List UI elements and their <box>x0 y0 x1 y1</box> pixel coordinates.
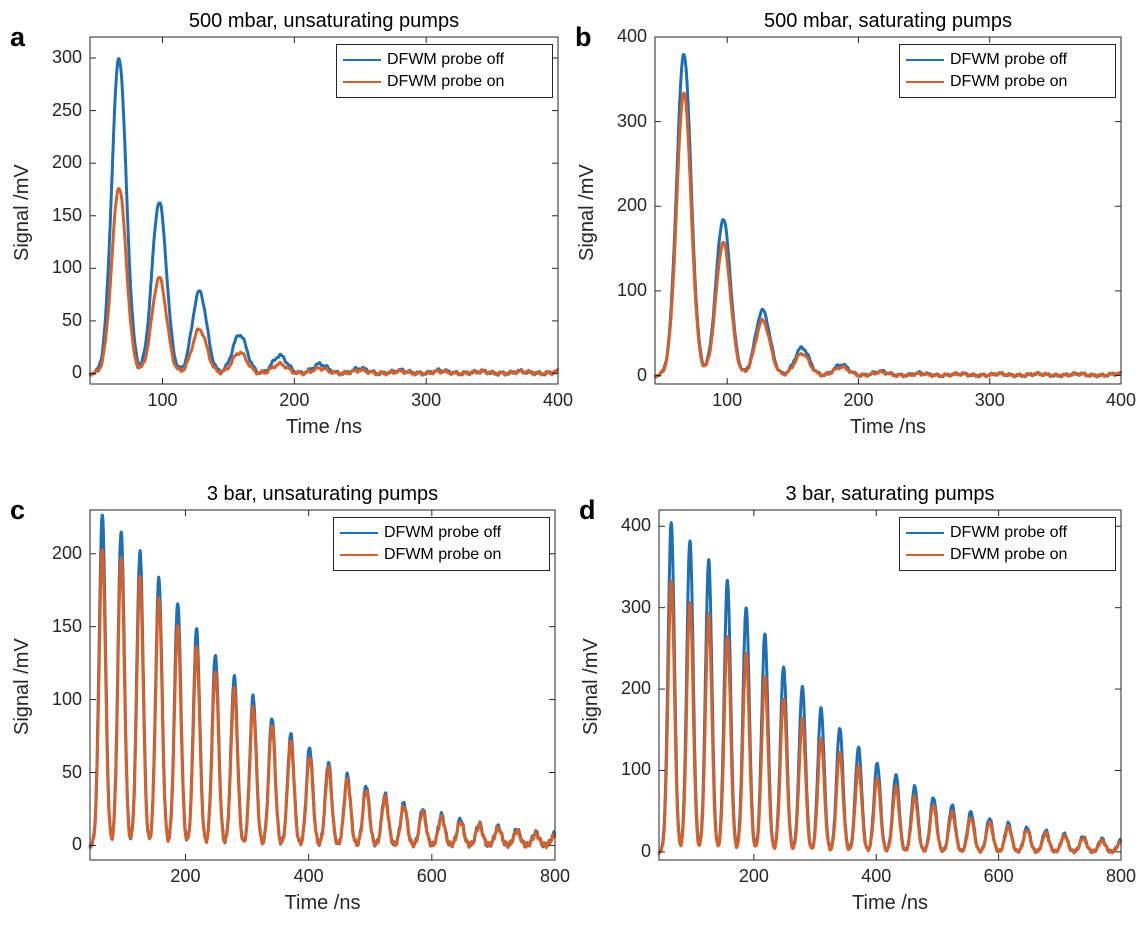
x-tick-label: 600 <box>983 866 1014 886</box>
panel-letter: b <box>575 22 592 52</box>
y-tick-label: 50 <box>61 761 82 782</box>
x-tick-label: 400 <box>861 866 892 886</box>
y-tick-label: 200 <box>51 152 82 173</box>
legend-swatch <box>906 532 944 534</box>
panel-letter: d <box>579 495 596 525</box>
legend-entry: DFWM probe on <box>906 544 1107 566</box>
y-tick-label: 300 <box>616 110 647 131</box>
y-tick-label: 50 <box>61 309 82 330</box>
y-tick-label: 200 <box>616 195 647 216</box>
series-line-probe-on <box>88 187 560 377</box>
x-tick-label: 100 <box>147 390 178 410</box>
y-tick-label: 400 <box>620 515 651 536</box>
legend: DFWM probe off DFWM probe on <box>336 44 553 98</box>
legend: DFWM probe off DFWM probe on <box>333 517 550 571</box>
x-tick-label: 800 <box>539 866 571 886</box>
y-tick-label: 150 <box>51 204 82 225</box>
y-tick-label: 200 <box>51 542 82 563</box>
series-line-probe-on <box>653 91 1123 379</box>
legend: DFWM probe off DFWM probe on <box>899 517 1116 571</box>
legend-label: DFWM probe on <box>387 73 505 90</box>
x-tick-label: 400 <box>542 390 574 410</box>
legend-swatch <box>340 532 378 534</box>
x-tick-label: 200 <box>170 866 201 886</box>
legend-label: DFWM probe on <box>950 546 1068 563</box>
y-tick-label: 0 <box>636 364 647 385</box>
legend-label: DFWM probe off <box>387 51 505 68</box>
x-tick-label: 400 <box>293 866 324 886</box>
legend-swatch <box>340 554 378 556</box>
chart-title: 500 mbar, unsaturating pumps <box>188 10 460 32</box>
legend-swatch <box>343 59 381 61</box>
legend: DFWM probe off DFWM probe on <box>899 44 1116 98</box>
legend-entry: DFWM probe on <box>340 544 541 566</box>
y-tick-label: 300 <box>620 596 651 617</box>
x-tick-label: 300 <box>974 390 1005 410</box>
chart-title: 3 bar, saturating pumps <box>785 483 995 505</box>
y-tick-label: 0 <box>71 834 82 855</box>
legend-swatch <box>906 81 944 83</box>
panel-letter: a <box>10 22 26 52</box>
axes-box <box>654 36 1122 385</box>
y-tick-label: 100 <box>51 688 82 709</box>
x-tick-label: 600 <box>416 866 447 886</box>
y-tick-label: 100 <box>620 759 651 780</box>
y-tick-label: 200 <box>620 678 651 699</box>
legend-entry: DFWM probe on <box>906 71 1107 93</box>
x-tick-label: 200 <box>279 390 310 410</box>
x-axis-label: Time /ns <box>850 416 926 438</box>
series-line-probe-on <box>657 579 1123 855</box>
chart-title: 500 mbar, saturating pumps <box>764 10 1012 32</box>
legend-entry: DFWM probe off <box>343 49 544 71</box>
x-tick-label: 100 <box>712 390 743 410</box>
y-tick-label: 0 <box>71 362 82 383</box>
x-axis-label: Time /ns <box>284 892 361 914</box>
y-axis-label: Signal /mV <box>580 638 602 735</box>
legend-entry: DFWM probe off <box>906 49 1107 71</box>
series-line-probe-on <box>88 548 557 850</box>
y-tick-label: 300 <box>51 47 82 68</box>
x-axis-label: Time /ns <box>286 416 362 438</box>
legend-swatch <box>906 554 944 556</box>
y-tick-label: 100 <box>51 257 82 278</box>
axes-box <box>658 509 1122 861</box>
x-tick-label: 400 <box>1105 390 1137 410</box>
legend-label: DFWM probe off <box>950 524 1068 541</box>
x-tick-label: 800 <box>1105 866 1137 886</box>
legend-label: DFWM probe off <box>950 51 1068 68</box>
legend-entry: DFWM probe off <box>340 522 541 544</box>
axes-box <box>89 36 559 385</box>
y-tick-label: 0 <box>640 840 651 861</box>
y-tick-label: 250 <box>51 99 82 120</box>
legend-swatch <box>906 59 944 61</box>
x-tick-label: 300 <box>411 390 442 410</box>
chart-title: 3 bar, unsaturating pumps <box>206 483 439 505</box>
x-axis-label: Time /ns <box>852 892 928 914</box>
legend-swatch <box>343 81 381 83</box>
legend-entry: DFWM probe off <box>906 522 1107 544</box>
legend-label: DFWM probe on <box>384 546 502 563</box>
legend-label: DFWM probe off <box>384 524 502 541</box>
x-tick-label: 200 <box>843 390 874 410</box>
y-tick-label: 150 <box>51 615 82 636</box>
x-tick-label: 200 <box>738 866 769 886</box>
y-tick-label: 100 <box>616 279 647 300</box>
y-tick-label: 400 <box>616 26 647 46</box>
legend-label: DFWM probe on <box>950 73 1068 90</box>
axes-box <box>89 509 556 861</box>
panel-letter: c <box>10 495 26 525</box>
legend-entry: DFWM probe on <box>343 71 544 93</box>
